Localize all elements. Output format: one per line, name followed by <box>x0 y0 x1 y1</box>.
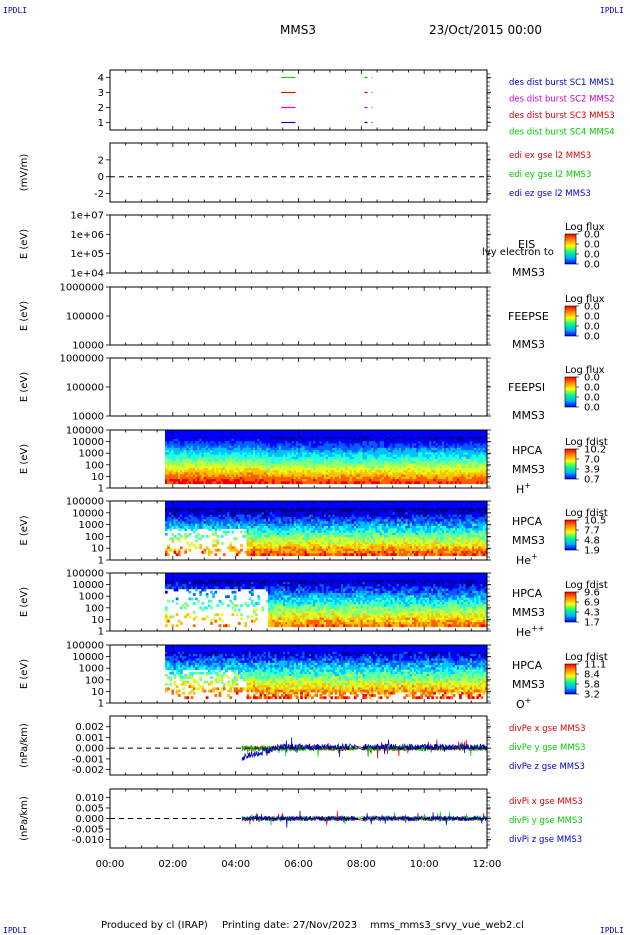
y-axis-label: E (eV) <box>19 372 30 402</box>
spectrogram-cell <box>171 540 174 543</box>
y-tick-label: 1e+05 <box>70 249 104 260</box>
spectrogram-cell <box>236 537 239 540</box>
y-tick-label: 4 <box>98 73 104 84</box>
instrument-label: FEEPSI <box>508 381 545 394</box>
spectrogram-cell <box>197 533 200 536</box>
spectrogram-cell <box>217 535 220 538</box>
legend-entry: des dist burst SC2 MMS2 <box>509 95 615 105</box>
y-axis-label: E (eV) <box>19 229 30 259</box>
spectrogram-cell <box>219 549 222 552</box>
overlay-text: lvy electron to <box>482 247 554 258</box>
panel-hpca_he1-plot-area <box>165 501 488 556</box>
spectrogram-cell <box>221 542 224 545</box>
spectrogram-cell <box>221 535 224 538</box>
colorbar-tick-label: 0.0 <box>584 260 600 271</box>
spectrogram-cell <box>214 553 217 556</box>
colorbar <box>565 306 576 336</box>
spectrogram-cell <box>189 549 192 552</box>
y-tick-label: 1e+04 <box>70 269 104 280</box>
y-tick-label: 10000 <box>72 341 104 352</box>
y-axis-label: E (eV) <box>19 301 30 331</box>
spacecraft-label: MMS3 <box>512 409 545 422</box>
panel-frame <box>110 70 487 130</box>
spacecraft-label: MMS3 <box>512 338 545 351</box>
y-tick-label: 100000 <box>66 426 104 437</box>
y-tick-label: 10000 <box>72 437 104 448</box>
legend-entry: des dist burst SC4 MMS4 <box>509 128 615 138</box>
spectrogram-cell <box>217 542 220 545</box>
colorbar-tick-label: 0.0 <box>584 403 600 414</box>
spectrogram-cell <box>184 551 187 554</box>
panel-edi: -2 0 2 (mV/m) edi ex gse l2 MMS3 edi ey gse l… <box>19 143 591 202</box>
species-label: H+ <box>516 481 531 496</box>
instrument-label: FEEPSE <box>508 310 549 323</box>
spectrogram-cell <box>165 533 168 536</box>
panel-frame <box>110 143 487 202</box>
spectrogram-cell <box>180 535 183 538</box>
spectrogram-cell <box>204 551 207 554</box>
y-tick-label: 1 <box>98 118 104 129</box>
spectrogram-cell <box>199 546 202 549</box>
spectrogram-cell <box>195 546 198 549</box>
spectrogram-cell <box>232 531 235 534</box>
legend-entry: des dist burst SC3 MMS3 <box>509 111 615 121</box>
spacecraft-label: MMS3 <box>512 266 545 279</box>
y-tick-label: 1000000 <box>59 283 104 294</box>
panel-frame <box>110 287 487 345</box>
panel-burst-plot-area <box>281 78 372 123</box>
y-tick-label: -2 <box>94 189 104 200</box>
y-tick-label: 10 <box>91 472 104 483</box>
spectrogram-cell <box>189 533 192 536</box>
y-axis-label: E (eV) <box>19 444 30 474</box>
panel-burst: 1 2 3 4 des dist burst SC1 MMS1 des dist burs… <box>98 70 615 138</box>
y-tick-label: 1e+07 <box>70 211 104 222</box>
spectrogram-cell <box>227 531 230 534</box>
y-tick-label: 1000000 <box>59 354 104 365</box>
spectrogram-cell <box>180 546 183 549</box>
y-tick-label: 3 <box>98 88 104 99</box>
y-tick-label: 1000 <box>79 449 104 460</box>
y-tick-label: 2 <box>98 103 104 114</box>
spectrogram-cell <box>210 551 213 554</box>
spectrogram-cell <box>240 544 243 547</box>
spectrogram-cell <box>178 540 181 543</box>
panel-hpca_h-plot-area <box>165 430 488 484</box>
y-tick-label: 100 <box>85 460 104 471</box>
y-tick-label: 1e+06 <box>70 230 104 241</box>
y-tick-label: 100000 <box>66 312 104 323</box>
spectrogram-cell <box>240 531 243 534</box>
spectrogram-cell <box>223 553 226 556</box>
legend-entry: edi ey gse l2 MMS3 <box>509 170 591 180</box>
colorbar-tick-label: 0.7 <box>584 475 600 486</box>
colorbar <box>565 234 576 264</box>
spectrogram-cell <box>178 553 181 556</box>
y-tick-label: 0 <box>98 172 104 183</box>
y-tick-label: 2 <box>98 155 104 166</box>
spectrogram-cell <box>202 535 205 538</box>
y-tick-label: 100000 <box>66 383 104 394</box>
spectrogram-cell <box>240 549 243 552</box>
y-tick-label: 10000 <box>72 412 104 423</box>
spectrogram-cell <box>208 535 211 538</box>
spacecraft-label: MMS3 <box>512 463 545 476</box>
legend-entry: edi ez gse l2 MMS3 <box>509 189 591 199</box>
colorbar <box>565 449 576 479</box>
legend-entry: des dist burst SC1 MMS1 <box>509 78 615 88</box>
y-tick-label: 1 <box>98 484 104 495</box>
panel-frame <box>110 358 487 416</box>
colorbar-tick-label: 0.0 <box>584 332 600 343</box>
colorbar <box>565 377 576 407</box>
y-axis-label: (mV/m) <box>19 154 30 192</box>
spectrogram-cell <box>167 553 170 556</box>
legend-entry: edi ex gse l2 MMS3 <box>509 151 591 161</box>
panel-frame <box>110 215 487 273</box>
instrument-label: HPCA <box>512 444 543 457</box>
